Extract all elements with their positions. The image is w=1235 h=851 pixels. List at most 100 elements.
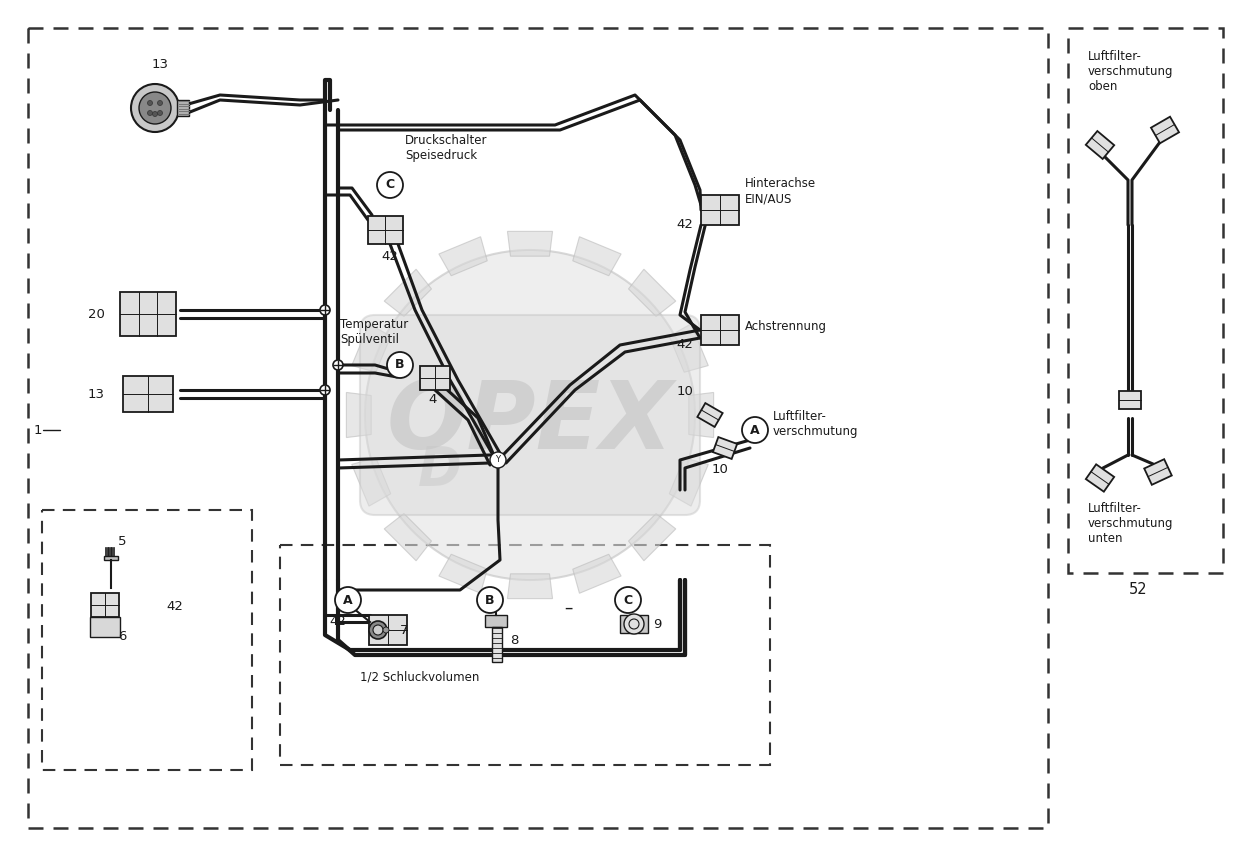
- Circle shape: [383, 627, 389, 633]
- Bar: [369, 615, 408, 645]
- Circle shape: [377, 172, 403, 198]
- Bar: [620, 615, 648, 633]
- Polygon shape: [669, 458, 708, 506]
- Bar: [485, 615, 508, 627]
- Bar: [1086, 131, 1114, 159]
- Bar: [1119, 391, 1141, 409]
- Circle shape: [152, 111, 158, 117]
- Text: C: C: [385, 179, 394, 191]
- Circle shape: [615, 587, 641, 613]
- Bar: [177, 100, 189, 116]
- Bar: [280, 545, 769, 765]
- Text: 13: 13: [88, 387, 105, 401]
- Polygon shape: [346, 392, 372, 437]
- Text: 20: 20: [88, 307, 105, 321]
- Text: 1/2 Schluckvolumen: 1/2 Schluckvolumen: [359, 670, 479, 683]
- Text: D: D: [419, 444, 462, 496]
- Circle shape: [140, 92, 170, 124]
- Bar: [42, 510, 252, 770]
- Circle shape: [158, 100, 163, 106]
- Text: 7: 7: [400, 624, 409, 637]
- Text: 8: 8: [510, 633, 519, 647]
- Bar: [701, 195, 739, 225]
- Polygon shape: [669, 324, 708, 372]
- Circle shape: [335, 587, 361, 613]
- Circle shape: [158, 111, 163, 116]
- Circle shape: [373, 625, 383, 635]
- Circle shape: [387, 352, 412, 378]
- Polygon shape: [438, 554, 488, 593]
- Bar: [1068, 28, 1223, 573]
- Polygon shape: [689, 392, 714, 437]
- Text: Y: Y: [495, 455, 500, 465]
- Text: 42: 42: [330, 615, 347, 628]
- Circle shape: [131, 84, 179, 132]
- Bar: [701, 315, 739, 345]
- Text: 1: 1: [33, 424, 42, 437]
- Bar: [120, 292, 177, 336]
- Polygon shape: [384, 269, 431, 317]
- Text: 10: 10: [677, 385, 693, 398]
- Text: 13: 13: [152, 59, 168, 71]
- Polygon shape: [508, 574, 552, 598]
- Text: B: B: [485, 593, 495, 607]
- Bar: [104, 556, 119, 560]
- Text: Luftfilter-
verschmutung
unten: Luftfilter- verschmutung unten: [1088, 502, 1173, 545]
- Bar: [713, 437, 737, 459]
- Text: 42: 42: [677, 338, 693, 351]
- Text: OPEX: OPEX: [387, 377, 673, 469]
- Polygon shape: [438, 237, 488, 276]
- Text: Hinterachse
EIN/AUS: Hinterachse EIN/AUS: [745, 177, 816, 205]
- Text: 4: 4: [429, 393, 437, 406]
- Text: C: C: [624, 593, 632, 607]
- Text: Druckschalter
Speisedruck: Druckschalter Speisedruck: [405, 134, 488, 162]
- Circle shape: [742, 417, 768, 443]
- Circle shape: [333, 360, 343, 370]
- FancyBboxPatch shape: [359, 315, 700, 515]
- Text: –: –: [564, 599, 572, 617]
- Text: 42: 42: [677, 218, 693, 231]
- Polygon shape: [508, 231, 552, 256]
- Text: 10: 10: [711, 463, 729, 476]
- Circle shape: [366, 250, 695, 580]
- Polygon shape: [629, 513, 676, 561]
- Text: B: B: [395, 358, 405, 372]
- Bar: [1086, 465, 1114, 492]
- Polygon shape: [629, 269, 676, 317]
- Bar: [1144, 460, 1172, 485]
- Polygon shape: [573, 237, 621, 276]
- Circle shape: [477, 587, 503, 613]
- Circle shape: [147, 100, 152, 106]
- Bar: [28, 28, 1049, 828]
- Circle shape: [320, 385, 330, 395]
- Text: Achstrennung: Achstrennung: [745, 320, 827, 333]
- Text: 52: 52: [1129, 582, 1147, 597]
- Text: 42: 42: [167, 600, 184, 613]
- Bar: [420, 366, 450, 390]
- Text: 42: 42: [382, 250, 399, 263]
- Circle shape: [320, 305, 330, 315]
- Bar: [698, 403, 722, 427]
- Circle shape: [490, 452, 506, 468]
- Polygon shape: [352, 458, 390, 506]
- Bar: [368, 216, 403, 244]
- Bar: [91, 593, 119, 617]
- Bar: [124, 376, 173, 412]
- Text: 6: 6: [119, 630, 126, 643]
- Circle shape: [369, 621, 387, 639]
- Text: Luftfilter-
verschmutung: Luftfilter- verschmutung: [773, 410, 858, 438]
- Text: 5: 5: [119, 535, 126, 548]
- Text: Temperatur
Spülventil: Temperatur Spülventil: [340, 318, 409, 346]
- Text: A: A: [750, 424, 760, 437]
- Polygon shape: [384, 513, 431, 561]
- Text: A: A: [343, 593, 353, 607]
- Bar: [90, 617, 120, 637]
- Polygon shape: [352, 324, 390, 372]
- Text: Luftfilter-
verschmutung
oben: Luftfilter- verschmutung oben: [1088, 50, 1173, 93]
- Bar: [1151, 117, 1179, 143]
- Bar: [492, 627, 501, 662]
- Text: 9: 9: [653, 618, 662, 631]
- Polygon shape: [573, 554, 621, 593]
- Circle shape: [624, 614, 643, 634]
- Circle shape: [147, 111, 152, 116]
